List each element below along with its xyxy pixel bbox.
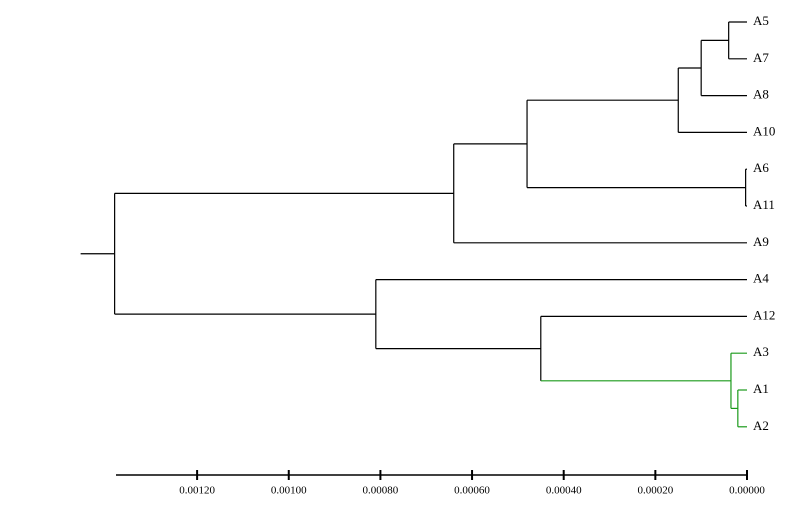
leaf-label: A4 (753, 271, 769, 286)
leaf-label: A11 (753, 197, 775, 212)
leaf-label: A8 (753, 87, 769, 102)
leaf-label: A3 (753, 344, 769, 359)
x-tick-label: 0.00000 (729, 485, 765, 497)
x-tick-label: 0.00080 (363, 485, 399, 497)
x-tick-label: 0.00040 (546, 485, 582, 497)
x-tick-label: 0.00060 (454, 485, 490, 497)
leaf-label: A6 (753, 160, 769, 175)
leaf-label: A10 (753, 123, 775, 138)
x-tick-label: 0.00100 (271, 485, 307, 497)
leaf-label: A9 (753, 234, 769, 249)
leaf-label: A1 (753, 381, 769, 396)
x-tick-label: 0.00120 (179, 485, 215, 497)
leaf-label: A2 (753, 418, 769, 433)
leaf-label: A5 (753, 13, 769, 28)
leaf-label: A7 (753, 50, 769, 65)
leaf-label: A12 (753, 307, 775, 322)
x-tick-label: 0.00020 (637, 485, 673, 497)
